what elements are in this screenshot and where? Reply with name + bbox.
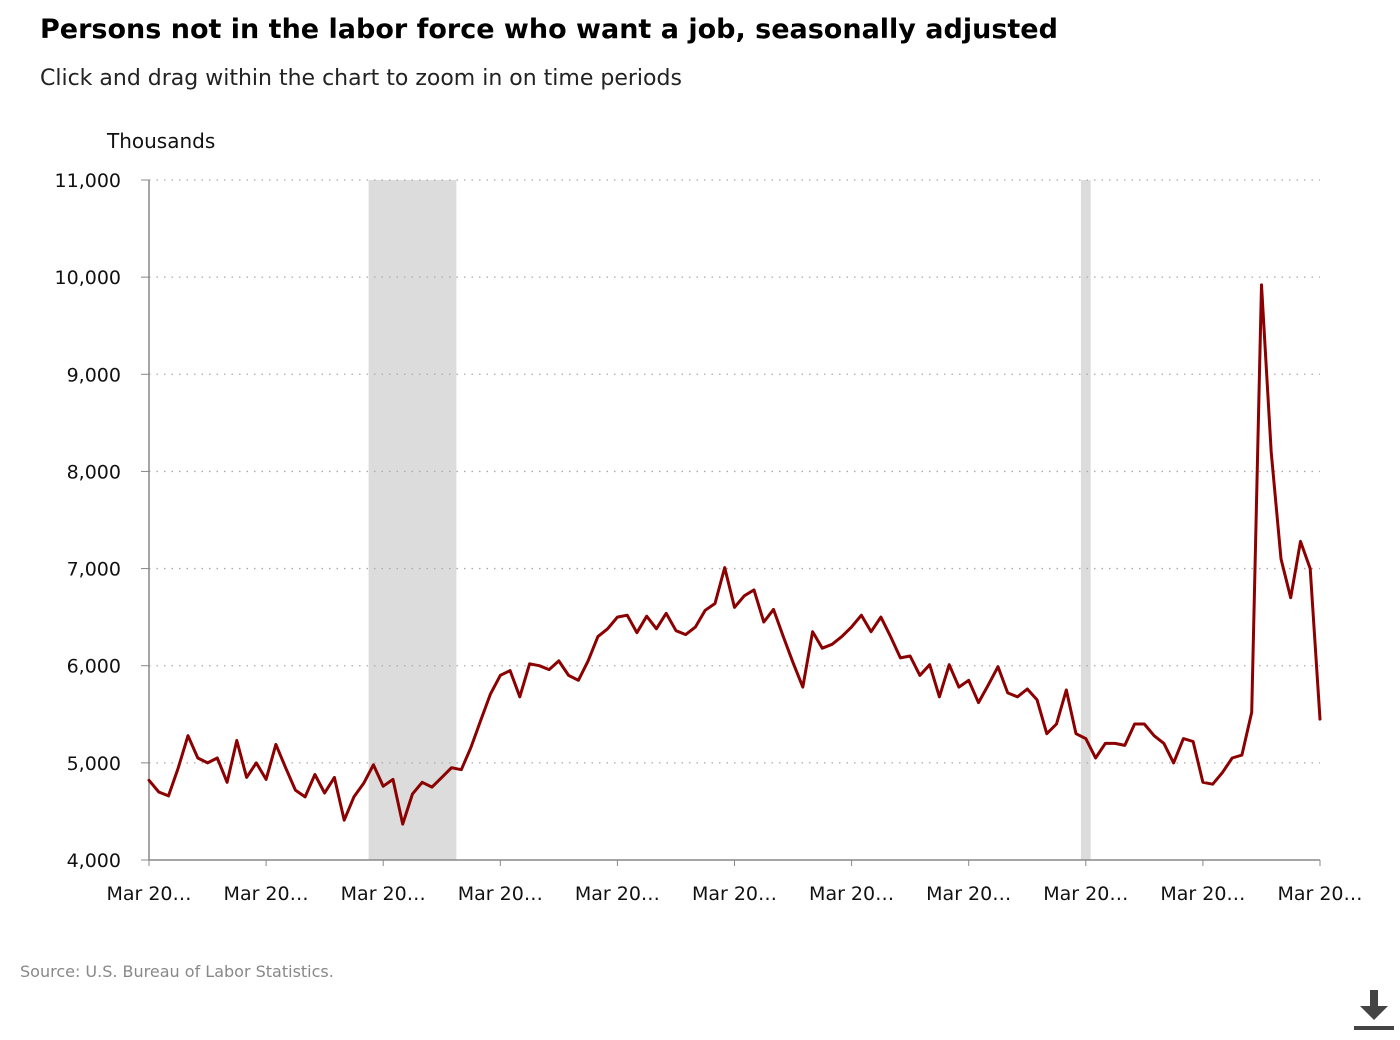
x-tick-label-1: Mar 20… (224, 883, 309, 905)
download-button[interactable] (1352, 990, 1396, 1036)
y-tick-label-6: 10,000 (55, 267, 121, 289)
line-chart[interactable]: 4,000 5,000 6,000 7,000 8,000 9,000 10,000 11,0… (0, 110, 1400, 910)
x-tick-label-4: Mar 20… (575, 883, 660, 905)
y-tick-label-3: 7,000 (67, 559, 121, 581)
recession-bands (368, 180, 1091, 860)
x-tick-label-10: Mar 20… (1277, 883, 1362, 905)
y-axis-label: Thousands (106, 129, 215, 153)
y-tick-label-5: 9,000 (67, 364, 121, 386)
y-tick-label-4: 8,000 (67, 461, 121, 483)
chart-title: Persons not in the labor force who want … (40, 14, 1058, 45)
y-tick-label-2: 6,000 (67, 656, 121, 678)
x-tick-label-6: Mar 20… (809, 883, 894, 905)
source-note: Source: U.S. Bureau of Labor Statistics. (20, 962, 334, 981)
series-layer (147, 283, 1322, 826)
x-tick-label-5: Mar 20… (692, 883, 777, 905)
download-icon (1354, 990, 1394, 1030)
x-tick-label-9: Mar 20… (1160, 883, 1245, 905)
recession-band-1 (1080, 180, 1091, 860)
gridlines (141, 179, 1320, 861)
y-tick-label-1: 5,000 (67, 753, 121, 775)
x-tick-label-3: Mar 20… (458, 883, 543, 905)
x-tick-label-0: Mar 20… (106, 883, 191, 905)
x-tick-label-7: Mar 20… (926, 883, 1011, 905)
y-tick-labels: 4,000 5,000 6,000 7,000 8,000 9,000 10,000 11,0… (55, 170, 121, 872)
x-tick-label-2: Mar 20… (341, 883, 426, 905)
series-line-0 (147, 283, 1322, 826)
x-tick-labels: Mar 20… Mar 20… Mar 20… Mar 20… Mar 20… Mar 2… (106, 860, 1363, 905)
x-tick-label-8: Mar 20… (1043, 883, 1128, 905)
axes (148, 180, 1320, 861)
recession-band-0 (368, 180, 457, 860)
chart-subtitle: Click and drag within the chart to zoom … (40, 66, 682, 91)
y-tick-label-0: 4,000 (67, 850, 121, 872)
y-tick-label-7: 11,000 (55, 170, 121, 192)
